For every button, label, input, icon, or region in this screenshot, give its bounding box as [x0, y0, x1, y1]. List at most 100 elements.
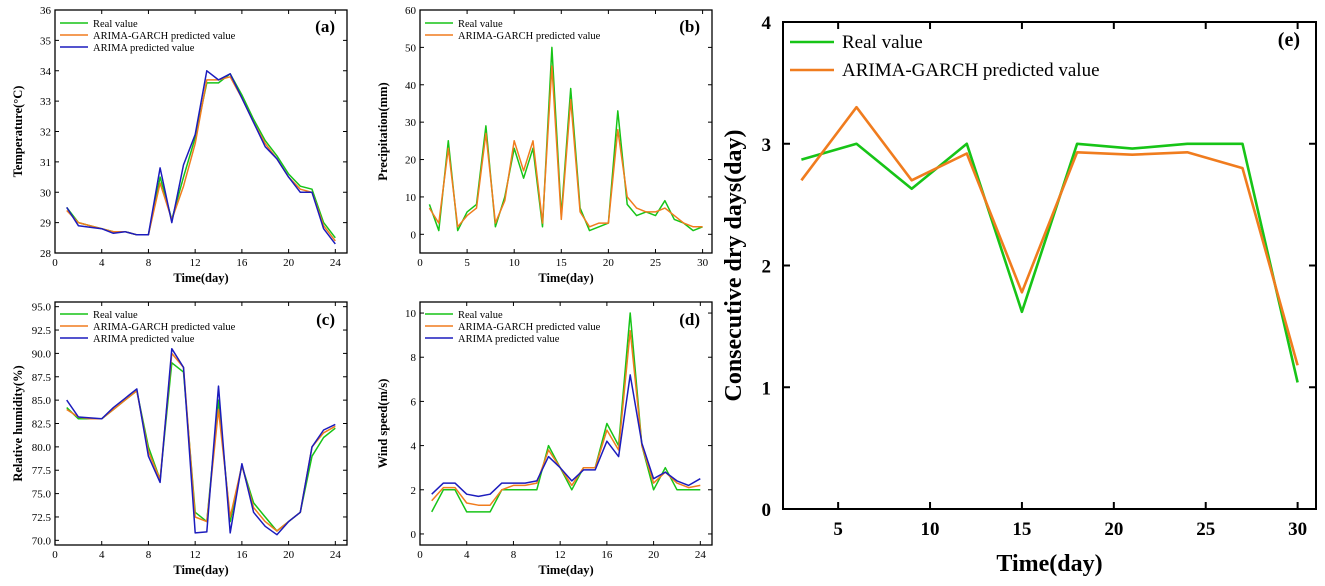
- x-tick-label: 24: [330, 257, 342, 269]
- x-tick-label: 20: [283, 257, 295, 269]
- y-tick-label: 10: [405, 192, 417, 204]
- legend-label: Real value: [842, 32, 923, 53]
- legend-label: Real value: [93, 310, 138, 321]
- legend-label: ARIMA-GARCH predicted value: [458, 31, 601, 42]
- x-tick-label: 5: [833, 519, 843, 540]
- y-tick-label: 32: [40, 127, 51, 139]
- series-line-arima-predicted-value: [431, 374, 701, 498]
- y-tick-label: 90.0: [32, 348, 52, 360]
- x-tick-label: 10: [509, 257, 521, 269]
- y-tick-label: 82.5: [32, 419, 52, 431]
- panel-tag: (d): [679, 310, 700, 329]
- y-tick-label: 10: [405, 308, 417, 320]
- plot-frame: [419, 9, 713, 254]
- y-tick-label: 77.5: [32, 465, 52, 477]
- y-axis-title: Wind speed(m/s): [376, 379, 390, 469]
- legend-label: ARIMA-GARCH predicted value: [93, 322, 236, 333]
- x-axis-title: Time(day): [538, 563, 593, 577]
- y-axis-title: Precipitation(mm): [376, 82, 390, 180]
- y-tick-label: 6: [411, 396, 417, 408]
- y-tick-label: 85.0: [32, 395, 52, 407]
- y-tick-label: 60: [405, 5, 417, 17]
- y-tick-label: 40: [405, 80, 417, 92]
- x-tick-label: 24: [330, 549, 342, 561]
- series-line-real-value: [428, 46, 703, 232]
- x-axis-title: Time(day): [996, 551, 1102, 577]
- y-tick-label: 29: [40, 218, 52, 230]
- y-tick-label: 4: [411, 441, 417, 453]
- series-line-real-value: [801, 142, 1299, 383]
- y-tick-label: 0: [762, 500, 772, 521]
- series-line-arima-garch-predicted-value: [431, 329, 701, 506]
- x-tick-label: 4: [99, 549, 105, 561]
- legend-label: Real value: [93, 19, 138, 30]
- chart-panel-e: 5 10 15 20 25 30 0 1 2 3 4 Time(day) Consecutive dry…: [721, 13, 1317, 577]
- x-tick-label: 16: [601, 549, 613, 561]
- x-tick-label: 30: [1288, 519, 1307, 540]
- plot-frame: [782, 21, 1317, 510]
- panel-tag: (a): [315, 17, 335, 36]
- x-tick-label: 8: [146, 257, 152, 269]
- y-tick-label: 0: [411, 529, 417, 541]
- x-tick-label: 10: [921, 519, 940, 540]
- plot-frame: [419, 301, 713, 546]
- y-tick-label: 4: [762, 13, 772, 34]
- x-tick-label: 20: [603, 257, 615, 269]
- panel-tag: (c): [316, 310, 335, 329]
- y-tick-label: 36: [40, 5, 52, 17]
- series-line-arima-garch-predicted-value: [428, 65, 703, 228]
- series-line-arima-predicted-value: [66, 70, 336, 245]
- y-tick-label: 33: [40, 96, 52, 108]
- x-tick-label: 16: [236, 549, 248, 561]
- x-tick-label: 8: [146, 549, 152, 561]
- legend-label: ARIMA-GARCH predicted value: [458, 322, 601, 333]
- chart-panel-c: 0 4 8 12 16 20 24 70.0 72.5 75.0 77.5 80.0 82.5 85.0 8…: [11, 301, 348, 577]
- x-tick-label: 12: [190, 549, 201, 561]
- y-tick-label: 34: [40, 66, 52, 78]
- x-tick-label: 12: [555, 549, 566, 561]
- series-line-real-value: [66, 362, 336, 532]
- series-line-arima-garch-predicted-value: [66, 352, 336, 532]
- y-tick-label: 50: [405, 42, 417, 54]
- series-line-arima-predicted-value: [66, 347, 336, 536]
- panel-tag: (b): [679, 17, 700, 36]
- legend-label: ARIMA predicted value: [93, 43, 195, 54]
- y-tick-label: 31: [40, 157, 51, 169]
- y-tick-label: 75.0: [32, 489, 52, 501]
- legend-label: Real value: [458, 19, 503, 30]
- y-tick-label: 30: [405, 117, 417, 129]
- x-tick-label: 0: [417, 257, 423, 269]
- x-tick-label: 25: [1196, 519, 1215, 540]
- chart-panel-a: 0 4 8 12 16 20 24 28 29 30 31 32 33 34 35 36 Time(day) Te…: [11, 5, 348, 285]
- x-tick-label: 16: [236, 257, 248, 269]
- legend-label: ARIMA-GARCH predicted value: [842, 60, 1100, 81]
- x-tick-label: 4: [464, 549, 470, 561]
- y-tick-label: 0: [411, 229, 417, 241]
- y-tick-label: 28: [40, 248, 52, 260]
- x-axis-title: Time(day): [538, 271, 593, 285]
- x-tick-label: 5: [464, 257, 470, 269]
- y-tick-label: 2: [762, 257, 772, 278]
- y-tick-label: 95.0: [32, 302, 52, 314]
- chart-panel-b: 0 5 10 15 20 25 30 0 10 20 30 40 50 60 Time(day) Precip…: [376, 5, 713, 285]
- series-line-real-value: [66, 73, 336, 239]
- y-axis-title: Relative humidity(%): [11, 365, 25, 481]
- x-axis-title: Time(day): [173, 271, 228, 285]
- x-tick-label: 20: [648, 549, 660, 561]
- x-tick-label: 20: [283, 549, 295, 561]
- y-tick-label: 72.5: [32, 512, 52, 524]
- y-tick-label: 92.5: [32, 325, 52, 337]
- y-tick-label: 30: [40, 187, 52, 199]
- x-tick-label: 0: [52, 257, 58, 269]
- panel-tag: (e): [1278, 29, 1300, 51]
- x-tick-label: 15: [556, 257, 568, 269]
- legend-label: ARIMA predicted value: [458, 334, 560, 345]
- x-axis-title: Time(day): [173, 563, 228, 577]
- x-tick-label: 8: [511, 549, 517, 561]
- y-tick-label: 20: [405, 155, 417, 167]
- x-tick-label: 20: [1104, 519, 1123, 540]
- y-tick-label: 87.5: [32, 372, 52, 384]
- y-tick-label: 8: [411, 352, 417, 364]
